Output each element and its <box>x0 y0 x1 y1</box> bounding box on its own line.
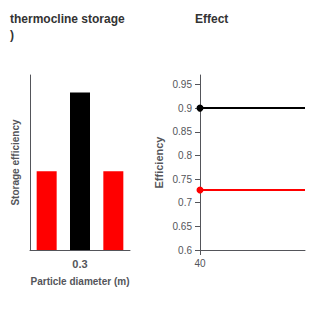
svg-text:Storage efficiency: Storage efficiency <box>10 119 21 206</box>
svg-text:Efficiency: Efficiency <box>153 136 165 189</box>
svg-text:0.3: 0.3 <box>72 258 87 270</box>
svg-text:0.7: 0.7 <box>178 197 192 208</box>
svg-text:0.65: 0.65 <box>173 221 193 232</box>
svg-text:Particle diameter (m): Particle diameter (m) <box>31 276 130 287</box>
svg-text:0.75: 0.75 <box>173 174 193 185</box>
svg-text:0.85: 0.85 <box>173 126 193 137</box>
svg-text:0.6: 0.6 <box>178 245 192 256</box>
svg-text:): ) <box>10 28 14 42</box>
svg-text:0.9: 0.9 <box>178 103 192 114</box>
svg-text:Effect: Effect <box>195 12 228 26</box>
svg-text:thermocline storage: thermocline storage <box>10 12 125 26</box>
svg-text:40: 40 <box>194 258 206 269</box>
svg-text:0.95: 0.95 <box>173 79 193 90</box>
svg-text:0.8: 0.8 <box>178 150 192 161</box>
